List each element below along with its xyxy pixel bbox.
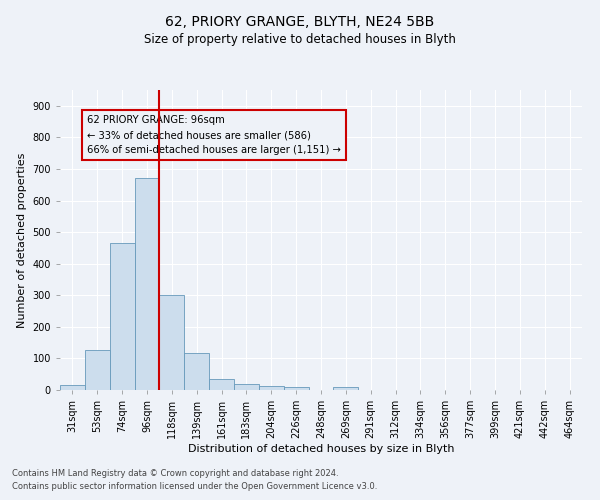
Bar (259, 386, 284, 390)
Bar (209, 379, 234, 390)
Text: 62, PRIORY GRANGE, BLYTH, NE24 5BB: 62, PRIORY GRANGE, BLYTH, NE24 5BB (166, 15, 434, 29)
X-axis label: Distribution of detached houses by size in Blyth: Distribution of detached houses by size … (188, 444, 454, 454)
Bar (134, 178, 160, 390)
Bar (60, 384, 85, 390)
Bar (284, 388, 308, 390)
Bar (160, 296, 184, 390)
Text: 62 PRIORY GRANGE: 96sqm
← 33% of detached houses are smaller (586)
66% of semi-d: 62 PRIORY GRANGE: 96sqm ← 33% of detache… (88, 116, 341, 155)
Bar (334, 387, 358, 390)
Y-axis label: Number of detached properties: Number of detached properties (17, 152, 27, 328)
Text: Size of property relative to detached houses in Blyth: Size of property relative to detached ho… (144, 32, 456, 46)
Bar (234, 384, 259, 390)
Text: Contains HM Land Registry data © Crown copyright and database right 2024.: Contains HM Land Registry data © Crown c… (12, 468, 338, 477)
Bar (184, 352, 209, 390)
Bar (85, 350, 110, 390)
Bar (110, 243, 134, 390)
Text: Contains public sector information licensed under the Open Government Licence v3: Contains public sector information licen… (12, 482, 377, 491)
